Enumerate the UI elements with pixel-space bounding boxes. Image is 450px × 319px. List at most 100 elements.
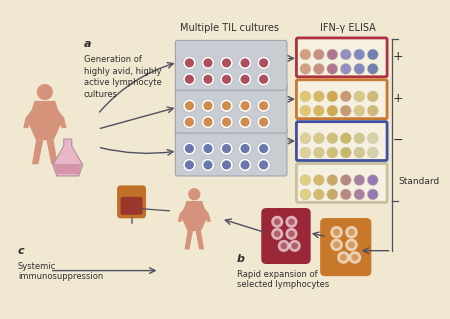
- Circle shape: [202, 159, 215, 172]
- Circle shape: [367, 174, 378, 185]
- Circle shape: [202, 115, 215, 129]
- Circle shape: [203, 160, 212, 169]
- Circle shape: [222, 75, 231, 84]
- Circle shape: [354, 63, 364, 74]
- Circle shape: [327, 174, 338, 185]
- Circle shape: [340, 105, 351, 116]
- Circle shape: [349, 251, 361, 264]
- Circle shape: [220, 159, 233, 172]
- Circle shape: [340, 63, 351, 74]
- FancyBboxPatch shape: [176, 83, 287, 133]
- Circle shape: [240, 75, 250, 84]
- Circle shape: [240, 144, 250, 153]
- FancyBboxPatch shape: [117, 185, 146, 218]
- Text: IFN-γ ELISA: IFN-γ ELISA: [320, 24, 376, 33]
- Circle shape: [333, 229, 340, 236]
- Circle shape: [367, 133, 378, 144]
- Circle shape: [314, 147, 324, 158]
- Circle shape: [300, 174, 311, 185]
- Text: +: +: [392, 92, 403, 105]
- Circle shape: [183, 73, 196, 86]
- Circle shape: [222, 101, 231, 110]
- Circle shape: [348, 229, 355, 236]
- Circle shape: [220, 142, 233, 155]
- FancyBboxPatch shape: [297, 80, 387, 119]
- Circle shape: [240, 160, 250, 169]
- Circle shape: [327, 49, 338, 60]
- Circle shape: [188, 188, 200, 200]
- Circle shape: [271, 228, 283, 240]
- Circle shape: [257, 159, 270, 172]
- Circle shape: [185, 101, 194, 110]
- Text: −: −: [392, 134, 403, 146]
- Text: Systemic
immunosuppression: Systemic immunosuppression: [18, 262, 103, 281]
- Circle shape: [354, 174, 364, 185]
- Circle shape: [222, 58, 231, 68]
- Text: +: +: [392, 50, 403, 63]
- Circle shape: [274, 219, 280, 225]
- Circle shape: [367, 147, 378, 158]
- Circle shape: [183, 159, 196, 172]
- Circle shape: [280, 242, 287, 249]
- Circle shape: [259, 144, 268, 153]
- Circle shape: [220, 56, 233, 70]
- Circle shape: [259, 117, 268, 127]
- Circle shape: [300, 189, 311, 200]
- Circle shape: [314, 189, 324, 200]
- FancyBboxPatch shape: [176, 126, 287, 176]
- Circle shape: [300, 133, 311, 144]
- Circle shape: [340, 147, 351, 158]
- Circle shape: [333, 241, 340, 248]
- Circle shape: [300, 147, 311, 158]
- Circle shape: [327, 189, 338, 200]
- Text: Generation of
highly avid, highly
active lymphocyte
cultures: Generation of highly avid, highly active…: [84, 56, 162, 99]
- Polygon shape: [199, 205, 211, 222]
- Circle shape: [300, 91, 311, 102]
- Circle shape: [314, 133, 324, 144]
- FancyBboxPatch shape: [121, 197, 143, 215]
- Circle shape: [285, 228, 297, 240]
- Circle shape: [259, 58, 268, 68]
- Polygon shape: [53, 139, 83, 176]
- Circle shape: [183, 142, 196, 155]
- Circle shape: [314, 105, 324, 116]
- Circle shape: [367, 49, 378, 60]
- FancyBboxPatch shape: [176, 41, 287, 90]
- Circle shape: [203, 58, 212, 68]
- FancyBboxPatch shape: [320, 218, 371, 276]
- Circle shape: [259, 75, 268, 84]
- Circle shape: [300, 63, 311, 74]
- Circle shape: [185, 144, 194, 153]
- Circle shape: [257, 115, 270, 129]
- Circle shape: [37, 84, 53, 100]
- FancyBboxPatch shape: [261, 208, 310, 264]
- Text: a: a: [84, 40, 91, 49]
- Circle shape: [340, 133, 351, 144]
- Polygon shape: [195, 231, 204, 249]
- Circle shape: [327, 63, 338, 74]
- Circle shape: [185, 117, 194, 127]
- Circle shape: [340, 91, 351, 102]
- Circle shape: [185, 75, 194, 84]
- Polygon shape: [32, 140, 43, 164]
- Circle shape: [354, 91, 364, 102]
- Circle shape: [202, 56, 215, 70]
- Circle shape: [238, 159, 252, 172]
- Circle shape: [203, 117, 212, 127]
- Circle shape: [271, 216, 283, 228]
- Circle shape: [222, 144, 231, 153]
- Circle shape: [183, 56, 196, 70]
- Circle shape: [183, 99, 196, 112]
- Circle shape: [203, 101, 212, 110]
- Circle shape: [354, 189, 364, 200]
- Circle shape: [240, 101, 250, 110]
- Circle shape: [314, 174, 324, 185]
- Circle shape: [314, 63, 324, 74]
- Circle shape: [340, 49, 351, 60]
- Circle shape: [345, 239, 358, 251]
- Circle shape: [222, 160, 231, 169]
- Circle shape: [354, 105, 364, 116]
- Circle shape: [259, 160, 268, 169]
- Circle shape: [274, 231, 280, 237]
- Circle shape: [238, 115, 252, 129]
